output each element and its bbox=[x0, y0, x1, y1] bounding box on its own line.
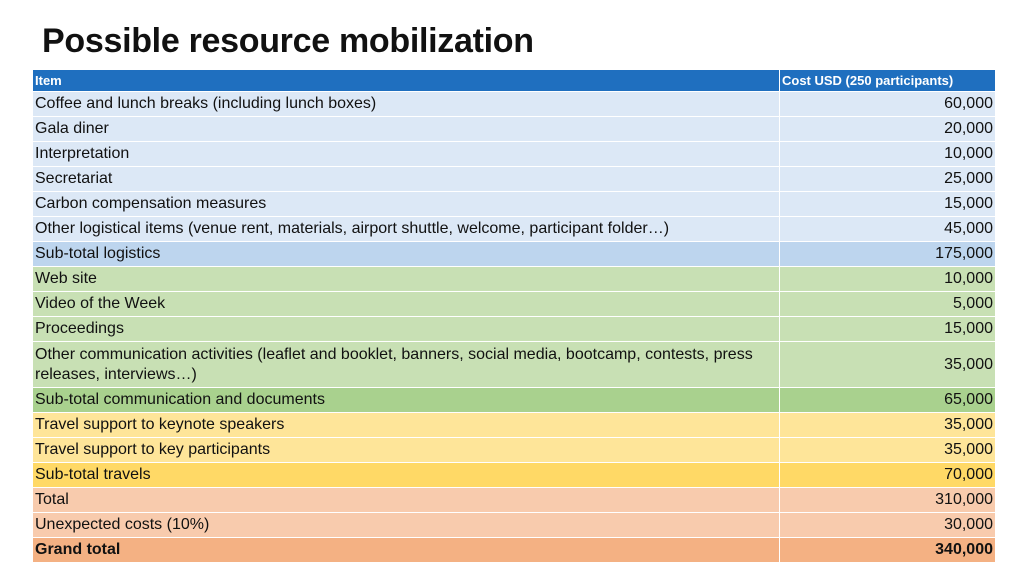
table-row: Interpretation 10,000 bbox=[32, 141, 996, 167]
cell-cost: 45,000 bbox=[779, 216, 996, 242]
header-cost: Cost USD (250 participants) bbox=[779, 69, 996, 92]
cell-item: Total bbox=[32, 487, 780, 513]
cell-item: Secretariat bbox=[32, 166, 780, 192]
header-item: Item bbox=[32, 69, 780, 92]
cell-cost: 15,000 bbox=[779, 191, 996, 217]
cell-item: Carbon compensation measures bbox=[32, 191, 780, 217]
subtotal-row: Sub-total communication and documents 65,… bbox=[32, 387, 996, 413]
cell-cost: 15,000 bbox=[779, 316, 996, 342]
cell-cost: 5,000 bbox=[779, 291, 996, 317]
cell-item: Travel support to keynote speakers bbox=[32, 412, 780, 438]
cell-cost: 35,000 bbox=[779, 437, 996, 463]
table-row: Video of the Week 5,000 bbox=[32, 291, 996, 317]
cell-item: Gala diner bbox=[32, 116, 780, 142]
cell-item: Unexpected costs (10%) bbox=[32, 512, 780, 538]
subtotal-row: Sub-total logistics 175,000 bbox=[32, 241, 996, 267]
cell-cost: 35,000 bbox=[779, 341, 996, 388]
subtotal-row: Sub-total travels 70,000 bbox=[32, 462, 996, 488]
table-row: Proceedings 15,000 bbox=[32, 316, 996, 342]
table-row: Unexpected costs (10%) 30,000 bbox=[32, 512, 996, 538]
table-row: Gala diner 20,000 bbox=[32, 116, 996, 142]
grand-row: Grand total 340,000 bbox=[32, 537, 996, 563]
table-body: Coffee and lunch breaks (including lunch… bbox=[32, 91, 996, 563]
cell-item: Sub-total travels bbox=[32, 462, 780, 488]
cell-cost: 10,000 bbox=[779, 266, 996, 292]
cell-cost: 65,000 bbox=[779, 387, 996, 413]
cell-item: Other logistical items (venue rent, mate… bbox=[32, 216, 780, 242]
cell-cost: 20,000 bbox=[779, 116, 996, 142]
cell-item: Sub-total logistics bbox=[32, 241, 780, 267]
table-row: Other logistical items (venue rent, mate… bbox=[32, 216, 996, 242]
table-header-row: Item Cost USD (250 participants) bbox=[32, 69, 996, 92]
table-row: Carbon compensation measures 15,000 bbox=[32, 191, 996, 217]
cell-cost: 35,000 bbox=[779, 412, 996, 438]
cell-item: Sub-total communication and documents bbox=[32, 387, 780, 413]
table-row: Coffee and lunch breaks (including lunch… bbox=[32, 91, 996, 117]
cell-item: Travel support to key participants bbox=[32, 437, 780, 463]
cell-item: Proceedings bbox=[32, 316, 780, 342]
cell-cost: 340,000 bbox=[779, 537, 996, 563]
table-row: Web site 10,000 bbox=[32, 266, 996, 292]
cell-cost: 310,000 bbox=[779, 487, 996, 513]
cell-cost: 25,000 bbox=[779, 166, 996, 192]
cell-cost: 70,000 bbox=[779, 462, 996, 488]
table-row: Travel support to keynote speakers 35,000 bbox=[32, 412, 996, 438]
cell-cost: 175,000 bbox=[779, 241, 996, 267]
cell-item: Coffee and lunch breaks (including lunch… bbox=[32, 91, 780, 117]
cell-item: Video of the Week bbox=[32, 291, 780, 317]
table-row: Secretariat 25,000 bbox=[32, 166, 996, 192]
cell-item: Web site bbox=[32, 266, 780, 292]
cell-item: Grand total bbox=[32, 537, 780, 563]
page-title: Possible resource mobilization bbox=[42, 22, 534, 60]
total-row: Total 310,000 bbox=[32, 487, 996, 513]
cell-cost: 30,000 bbox=[779, 512, 996, 538]
cell-cost: 60,000 bbox=[779, 91, 996, 117]
cell-cost: 10,000 bbox=[779, 141, 996, 167]
budget-table: Item Cost USD (250 participants) Coffee … bbox=[32, 69, 996, 563]
cell-item: Interpretation bbox=[32, 141, 780, 167]
table-row: Other communication activities (leaflet … bbox=[32, 341, 996, 388]
table-row: Travel support to key participants 35,000 bbox=[32, 437, 996, 463]
cell-item: Other communication activities (leaflet … bbox=[32, 341, 780, 388]
